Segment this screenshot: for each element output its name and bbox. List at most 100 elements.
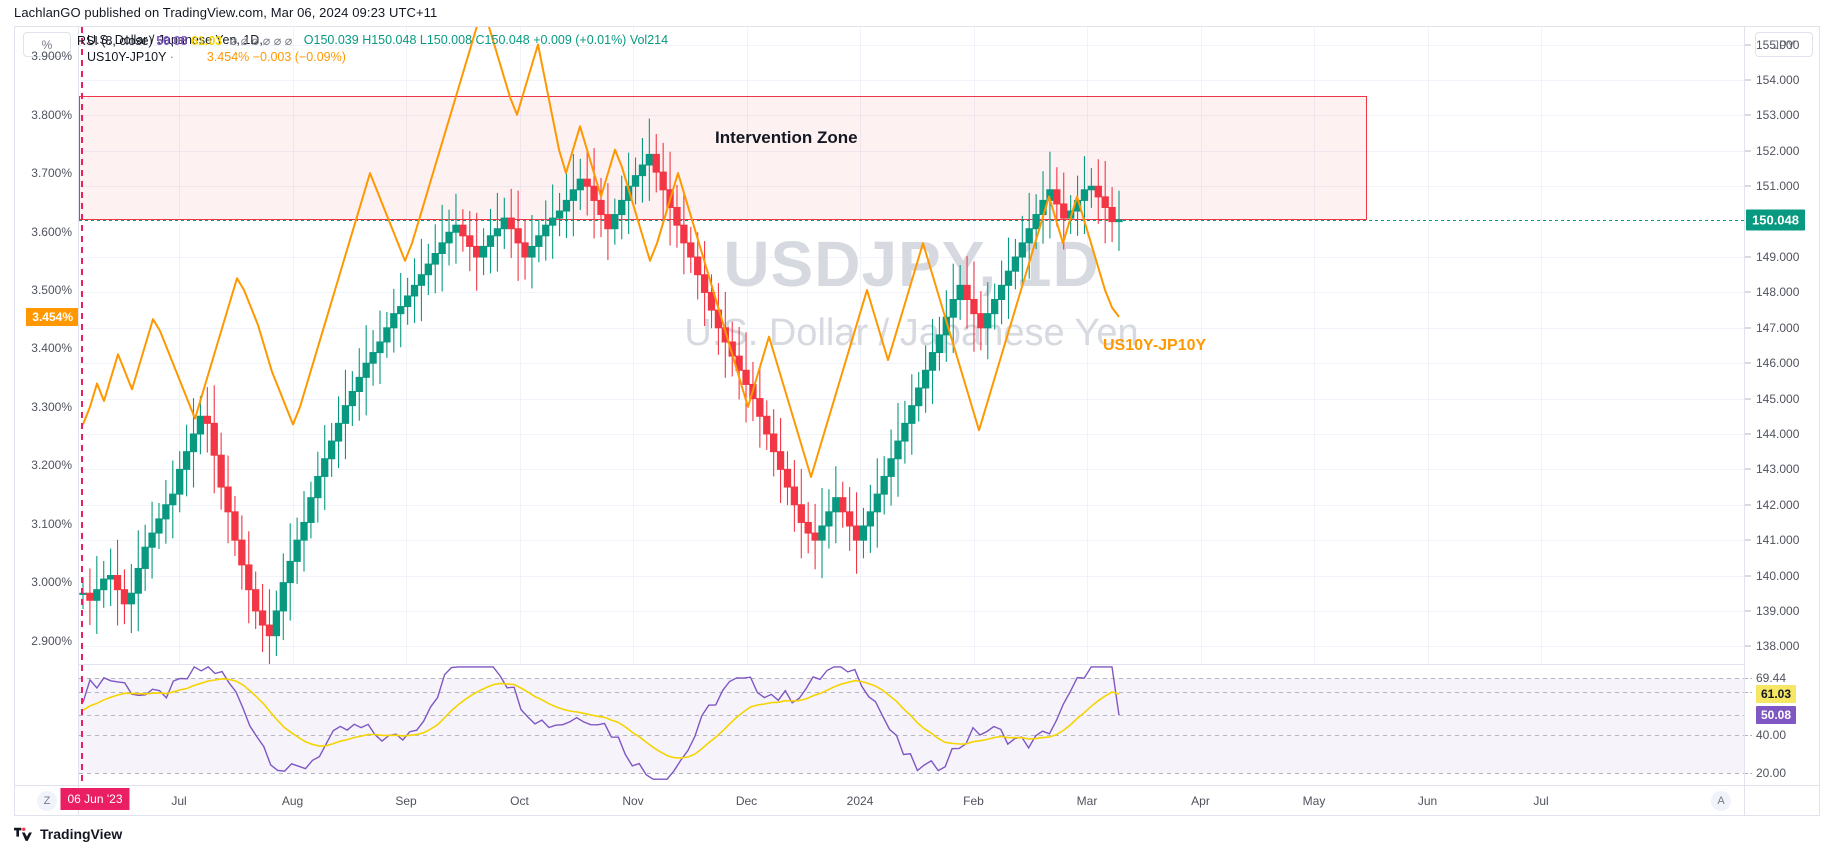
current-price-badge: 150.048 [1746, 209, 1805, 231]
right-scale-tick-mark [1745, 539, 1751, 541]
left-scale-tick: 3.800% [31, 107, 72, 122]
gridline-vertical [633, 27, 634, 664]
gridline-vertical [406, 27, 407, 664]
right-scale-tick-mark [1745, 79, 1751, 81]
right-scale-tick-mark [1745, 398, 1751, 400]
time-axis-label: Feb [963, 794, 984, 808]
right-scale-tick-mark [1745, 185, 1751, 187]
time-axis-label: May [1302, 794, 1326, 808]
left-scale-tick: 3.500% [31, 282, 72, 297]
gridline-vertical [860, 27, 861, 664]
right-scale-tick-mark [1745, 44, 1751, 46]
legend-close-value: 150.048 [484, 33, 530, 47]
watermark-description: U.S. Dollar / Japanese Yen [684, 312, 1139, 354]
gridline-horizontal [79, 575, 1744, 577]
right-scale-tick: 153.000 [1756, 108, 1800, 123]
rsi-legend-value-primary: 50.08 [156, 34, 188, 48]
legend-overlay-change: −0.003 (−0.09%) [252, 50, 346, 64]
pane-separator[interactable] [79, 664, 1744, 665]
right-scale-tick-mark [1745, 291, 1751, 293]
right-scale-tick-mark [1745, 468, 1751, 470]
legend-overlay-value: 3.454% [206, 50, 250, 64]
left-scale-tick: 3.100% [31, 516, 72, 531]
time-axis-label: Apr [1191, 794, 1210, 808]
left-scale-tick: 3.000% [31, 575, 72, 590]
gridline-horizontal [79, 646, 1744, 648]
rsi-scale-tick-mark [1745, 677, 1752, 679]
gridline-vertical [1541, 27, 1542, 664]
main-price-pane[interactable]: USDJPY, 1D U.S. Dollar / Japanese Yen In… [79, 27, 1744, 664]
rsi-scale-tick-mark [1745, 773, 1752, 775]
rsi-scale-tick: 40.00 [1756, 727, 1787, 742]
tradingview-brand-name: TradingView [40, 825, 123, 842]
left-scale-tick: 3.300% [31, 399, 72, 414]
time-axis-label: Nov [622, 794, 644, 808]
gridline-horizontal [79, 610, 1744, 612]
tradingview-footer[interactable]: TradingView [14, 824, 122, 843]
rsi-legend-value-signal: 61.03 [190, 34, 223, 48]
legend-volume: Vol214 [629, 33, 669, 47]
left-scale-tick: 3.900% [31, 49, 72, 64]
rsi-level-line [79, 691, 1744, 693]
rsi-pane[interactable] [79, 665, 1744, 785]
right-scale-tick: 140.000 [1756, 568, 1800, 583]
right-scale-tick: 142.000 [1756, 497, 1800, 512]
gridline-horizontal [79, 186, 1744, 188]
gridline-vertical [1314, 27, 1315, 664]
legend-symbol[interactable]: U.S. Dollar / Japanese Yen, 1D, [87, 33, 263, 47]
rsi-scale-tick: 20.00 [1756, 766, 1787, 781]
gridline-horizontal [79, 469, 1744, 471]
right-scale-tick-mark [1745, 504, 1751, 506]
gridline-vertical [179, 27, 180, 664]
time-axis[interactable]: Z A Jul Aug Sep Oct Nov Dec 2024 Feb Mar Apr May Ju… [15, 786, 1819, 816]
right-scale-tick: 155.000 [1756, 37, 1800, 52]
gridline-vertical [1087, 27, 1088, 664]
right-scale-tick-mark [1745, 256, 1751, 258]
right-scale-tick: 151.000 [1756, 179, 1800, 194]
price-series-canvas [79, 27, 1123, 664]
legend-open-value: 150.039 [313, 33, 359, 47]
right-scale-tick-mark [1745, 610, 1751, 612]
right-scale-unit[interactable]: JPY [1755, 32, 1813, 57]
chart-legend[interactable]: U.S. Dollar / Japanese Yen, 1D, O150.039… [87, 32, 668, 65]
timezone-button[interactable]: Z [37, 791, 57, 811]
left-price-scale[interactable]: % 3.900% 3.800% 3.700% 3.600% 3.500% 3.400% 3.… [15, 27, 79, 815]
gridline-horizontal [79, 363, 1744, 365]
rsi-scale-tick: 69.44 [1756, 670, 1787, 685]
intervention-zone-rect[interactable] [79, 96, 1367, 220]
legend-high-value: 150.048 [371, 33, 417, 47]
right-price-scale[interactable]: JPY 155.000 154.000 153.000 152.000 151.000 1… [1744, 27, 1819, 815]
legend-overlay-name[interactable]: US10Y-JP10Y [87, 50, 167, 64]
gridline-vertical [292, 27, 294, 664]
time-axis-label: 2024 [846, 794, 874, 808]
gridline-horizontal [79, 292, 1744, 294]
rsi-legend-empty-values: ⌀ ⌀ ⌀ ⌀ ⌀ ⌀ [229, 34, 293, 48]
rsi-legend[interactable]: RSI (8, close) 50.08 61.03 ⌀ ⌀ ⌀ ⌀ ⌀ ⌀ [77, 33, 292, 48]
gridline-vertical [1427, 27, 1429, 664]
legend-close-label: C [475, 33, 485, 47]
rsi-legend-title[interactable]: RSI (8, close) [77, 34, 153, 48]
right-scale-tick: 144.000 [1756, 426, 1800, 441]
right-scale-tick: 146.000 [1756, 356, 1800, 371]
current-price-line [79, 219, 1744, 221]
left-scale-unit[interactable]: % [23, 32, 71, 57]
tradingview-logo-icon [14, 827, 32, 841]
auto-scale-button[interactable]: A [1711, 791, 1731, 811]
rsi-level-line [79, 773, 1744, 775]
right-scale-tick: 143.000 [1756, 462, 1800, 477]
chart-frame[interactable]: % 3.900% 3.800% 3.700% 3.600% 3.500% 3.400% 3.… [14, 26, 1820, 816]
rsi-scale-tick-mark [1745, 691, 1752, 693]
gridline-vertical [519, 27, 521, 664]
right-scale-tick: 154.000 [1756, 73, 1800, 88]
left-scale-tick: 3.200% [31, 458, 72, 473]
gridline-vertical [1200, 27, 1202, 664]
right-scale-tick: 152.000 [1756, 143, 1800, 158]
gridline-horizontal [79, 115, 1744, 117]
time-axis-separator [15, 785, 1819, 786]
right-scale-tick: 141.000 [1756, 533, 1800, 548]
left-scale-tick: 2.900% [31, 633, 72, 648]
right-scale-tick: 148.000 [1756, 285, 1800, 300]
left-scale-tick: 3.700% [31, 166, 72, 181]
rsi-level-line [79, 677, 1744, 679]
right-scale-tick-mark [1745, 362, 1751, 364]
